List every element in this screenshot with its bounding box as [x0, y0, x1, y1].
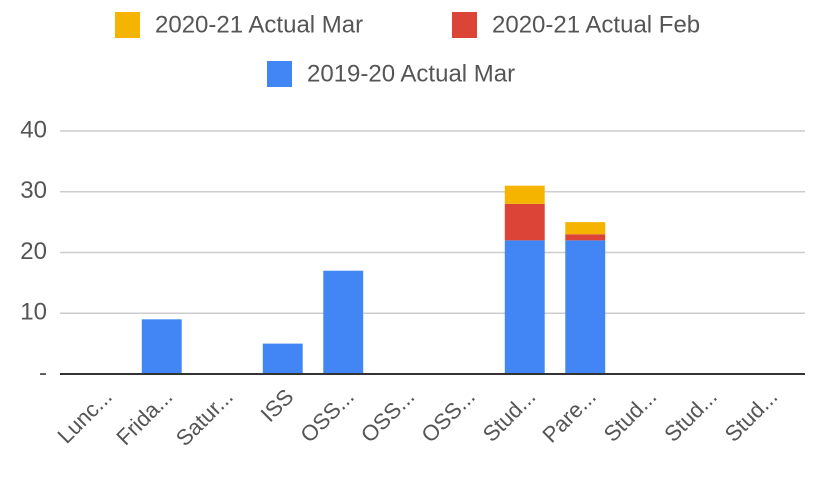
y-tick-label: - — [39, 359, 47, 386]
y-tick-label: 10 — [20, 299, 47, 326]
legend-swatch — [452, 12, 477, 38]
bar — [323, 270, 364, 374]
x-tick-label: OSS... — [416, 384, 479, 447]
bar — [504, 240, 545, 374]
legend-swatch — [115, 12, 140, 38]
x-tick-label: Stud... — [659, 384, 722, 447]
x-tick-label: OSS... — [356, 384, 419, 447]
x-tick-label: ISS — [256, 384, 299, 427]
legend-label: 2020-21 Actual Feb — [492, 11, 700, 38]
x-tick-label: Stud... — [599, 384, 662, 447]
legend-label: 2020-21 Actual Mar — [155, 11, 363, 38]
x-tick-label: Lunc... — [53, 384, 117, 448]
bar — [141, 319, 182, 374]
y-tick-label: 30 — [20, 177, 47, 204]
x-tick-label: OSS... — [295, 384, 358, 447]
x-tick-label: Frida... — [111, 384, 177, 450]
y-tick-label: 40 — [20, 116, 47, 143]
legend-label: 2019-20 Actual Mar — [307, 60, 515, 87]
y-tick-label: 20 — [20, 238, 47, 265]
bar — [262, 343, 303, 374]
bar — [565, 240, 606, 374]
bar — [565, 234, 606, 241]
x-tick-label: Satur... — [171, 384, 238, 451]
x-tick-label: Stud... — [478, 384, 541, 447]
legend-swatch — [267, 61, 292, 87]
bar — [504, 185, 545, 204]
x-tick-label: Pare... — [537, 384, 601, 448]
bar — [565, 222, 606, 235]
bar — [504, 203, 545, 241]
x-tick-label: Stud... — [720, 384, 783, 447]
